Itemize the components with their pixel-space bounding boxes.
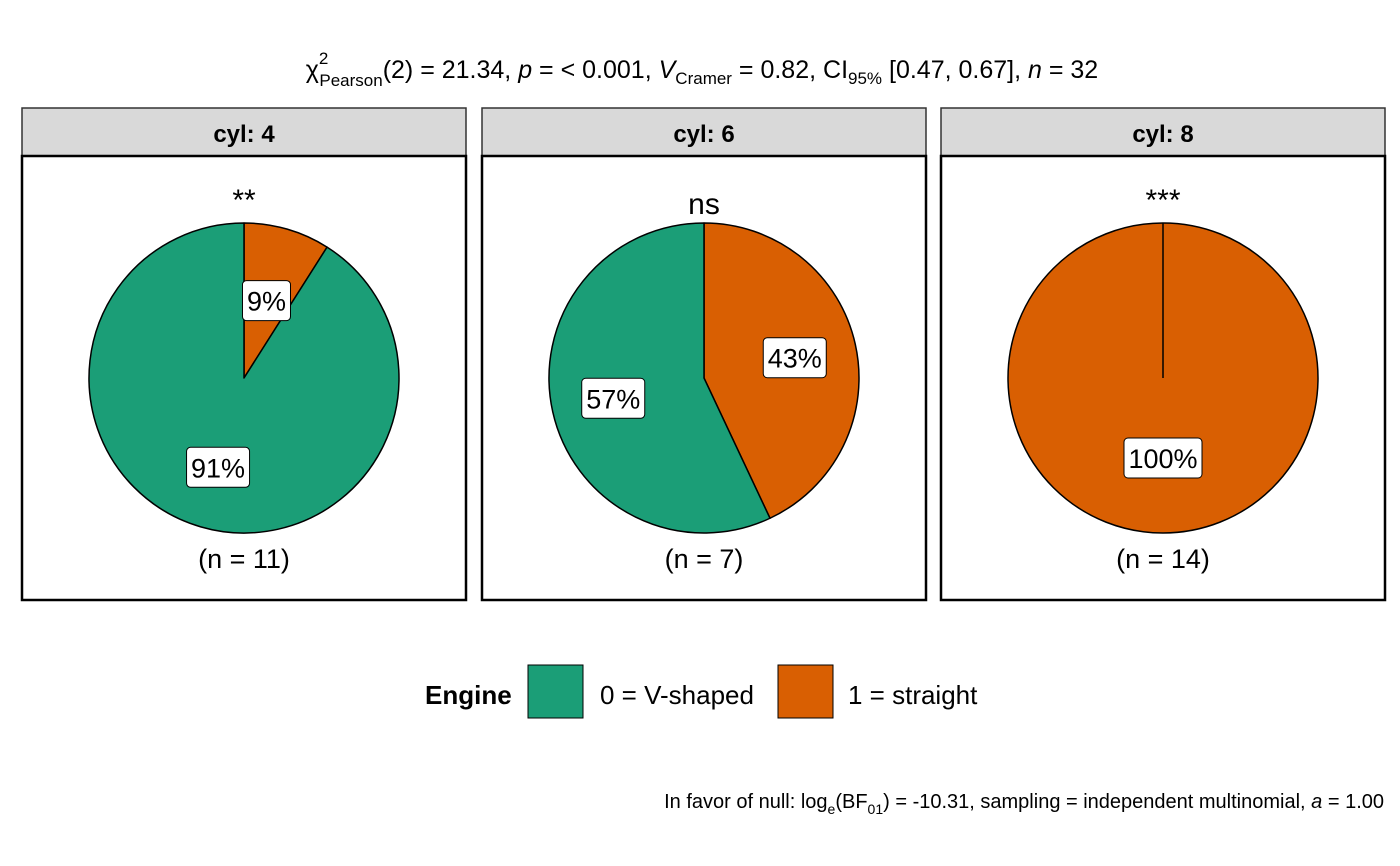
chart-subtitle: χ2 Pearson(2) = 21.34, p = < 0.001, VCram…	[306, 49, 1098, 90]
significance-label: ***	[1145, 184, 1180, 217]
facet-panel: cyl: 8 100% *** (n = 14)	[939, 107, 1387, 602]
caption-a-value: = 1.00	[1322, 791, 1384, 813]
caption-log-sub: e	[828, 801, 836, 817]
caption-bf-open: (BF	[835, 791, 867, 813]
n-symbol: n	[1028, 56, 1042, 84]
pie-slice	[88, 222, 400, 534]
caption-bf-rest: ) = -10.31, sampling = independent multi…	[883, 791, 1311, 813]
ci-sub: 95%	[848, 69, 882, 88]
facet-strip	[21, 107, 467, 157]
legend-label-straight: 1 = straight	[848, 680, 978, 710]
facet-panel: cyl: 6 43% 57% ns (n = 7)	[480, 107, 928, 602]
caption-bf-sub: 01	[868, 801, 884, 817]
legend-key-straight	[777, 664, 834, 719]
ci-symbol: CI	[823, 56, 848, 84]
facet-strip-label: cyl: 8	[1132, 121, 1193, 148]
facet-panel: cyl: 4 9% 91% ** (n = 11)	[20, 107, 468, 602]
p-symbol: p	[517, 56, 532, 84]
slice-label: 100%	[1128, 444, 1197, 474]
slice-label-box	[241, 280, 291, 322]
chart-caption: In favor of null: loge(BF01) = -10.31, s…	[664, 791, 1384, 817]
panels: cyl: 4 9% 91% ** (n = 11) cyl: 6 43% 57% ns (n = …	[20, 107, 1387, 602]
ci-value: [0.47, 0.67],	[882, 56, 1028, 84]
slice-label-box	[762, 337, 827, 379]
sample-size-label: (n = 11)	[198, 544, 290, 574]
caption-prefix: In favor of null: log	[664, 791, 827, 813]
slice-label-box	[1123, 437, 1203, 479]
significance-label: ns	[688, 188, 720, 221]
chi-sup: 2	[319, 49, 328, 68]
v-sub: Cramer	[675, 69, 732, 88]
slice-label: 43%	[768, 344, 822, 374]
slice-label: 57%	[586, 384, 640, 414]
slice-label-box	[581, 377, 646, 419]
chi-sub: Pearson	[319, 71, 382, 90]
legend: Engine 0 = V-shaped 1 = straight	[425, 664, 978, 719]
df-stat: (2) = 21.34,	[383, 56, 519, 84]
significance-label: **	[232, 184, 256, 217]
p-value: = < 0.001,	[532, 56, 659, 84]
chi-symbol: χ	[306, 56, 319, 84]
v-symbol: V	[659, 56, 678, 84]
sample-size-label: (n = 7)	[665, 544, 744, 574]
slice-label: 91%	[191, 453, 245, 483]
slice-label: 9%	[247, 287, 286, 317]
pie-slice	[548, 222, 771, 534]
caption-a-symbol: a	[1311, 791, 1322, 813]
facet-strip-label: cyl: 4	[213, 121, 275, 148]
sample-size-label: (n = 14)	[1116, 544, 1210, 574]
n-value: = 32	[1042, 56, 1098, 84]
slice-label-box	[186, 446, 251, 488]
v-value: = 0.82,	[732, 56, 823, 84]
facet-strip-label: cyl: 6	[673, 121, 734, 148]
legend-key-v-shaped	[527, 664, 584, 719]
legend-label-v-shaped: 0 = V-shaped	[600, 680, 754, 710]
facet-strip	[481, 107, 927, 157]
legend-title: Engine	[425, 680, 512, 710]
